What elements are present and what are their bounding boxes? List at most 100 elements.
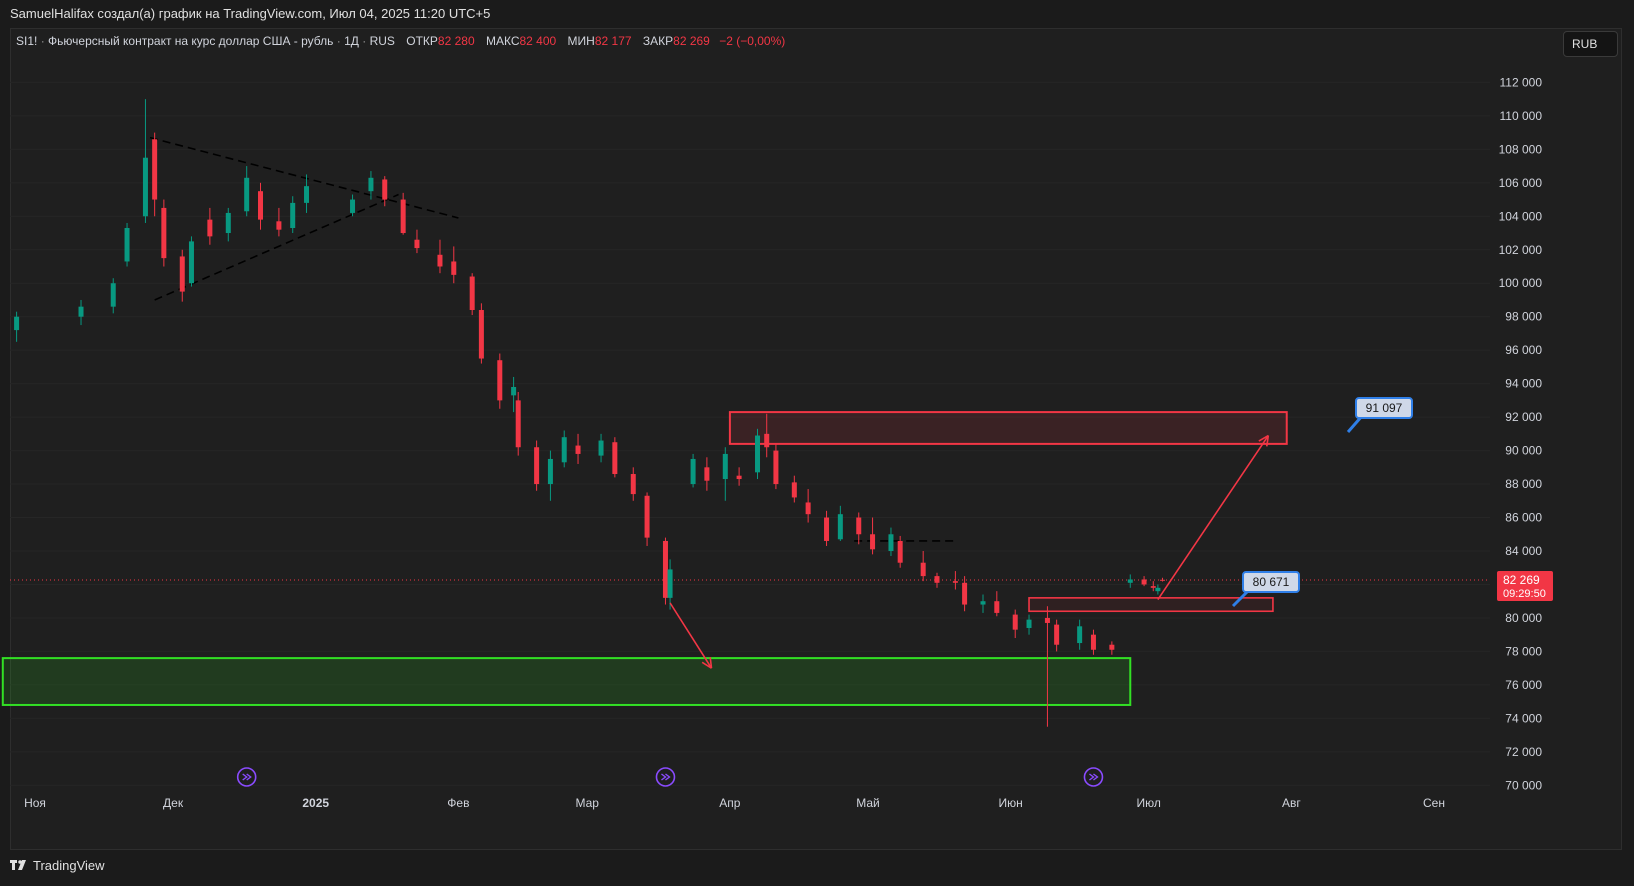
projection-arrow-down[interactable] <box>669 602 713 669</box>
price-tick-label: 74 000 <box>1505 711 1542 725</box>
symbol-legend: SI1! · Фьючерсный контракт на курс долла… <box>16 34 786 48</box>
candle-body <box>110 283 116 307</box>
candle-body <box>690 458 696 485</box>
candle-body <box>225 212 231 234</box>
interval-label[interactable]: 1Д <box>344 34 359 48</box>
target-low-callout[interactable] <box>1242 571 1300 593</box>
price-tick-label: 86 000 <box>1505 511 1542 525</box>
countdown-timer: 09:29:50 <box>1503 588 1546 600</box>
candle-body <box>478 310 484 359</box>
support-trendline[interactable] <box>154 193 399 301</box>
entry-zone[interactable] <box>1028 597 1274 613</box>
candle-body <box>78 306 84 317</box>
candle-body <box>437 254 443 267</box>
candle-body <box>934 576 940 583</box>
candle-body <box>773 450 779 485</box>
candle-body <box>350 199 356 213</box>
candle-body <box>1044 617 1050 623</box>
open-label: ОТКР <box>406 34 438 48</box>
candle-body <box>856 517 862 535</box>
symbol-ticker[interactable]: SI1! <box>16 34 38 48</box>
candle-body <box>304 186 310 203</box>
event-arrow-icon <box>1089 773 1099 781</box>
projection-arrow-up[interactable] <box>1157 435 1269 600</box>
currency-button[interactable]: RUB <box>1563 31 1618 57</box>
candle-body <box>837 514 843 540</box>
price-tick-label: 106 000 <box>1499 176 1543 190</box>
price-tick-label: 88 000 <box>1505 477 1542 491</box>
event-arrow-icon <box>661 773 671 781</box>
candle-body <box>704 467 710 481</box>
chart-caption: SamuelHalifax создал(а) график на Tradin… <box>10 6 491 21</box>
candle-body <box>791 482 797 498</box>
candle-body <box>888 534 894 551</box>
candle-body <box>870 534 876 550</box>
price-tick-label: 80 000 <box>1505 611 1542 625</box>
target-high-callout[interactable] <box>1355 397 1413 419</box>
demand-zone[interactable] <box>1 657 1132 706</box>
time-tick-label: Июн <box>998 796 1022 810</box>
candle-body <box>515 400 521 448</box>
candle-body <box>1159 579 1165 581</box>
candle-body <box>290 202 296 229</box>
candle-body <box>897 540 903 563</box>
candle-body <box>1141 579 1147 585</box>
event-arrow-icon <box>242 773 252 781</box>
projection-arrow-down-head <box>709 657 713 669</box>
open-value: 82 280 <box>437 34 475 48</box>
candle-body <box>382 179 388 200</box>
candle-body <box>962 582 968 605</box>
candle-body <box>188 241 194 284</box>
tradingview-logo-icon <box>10 859 26 870</box>
price-tick-label: 104 000 <box>1499 209 1543 223</box>
candle-body <box>1155 587 1161 592</box>
price-tick-label: 108 000 <box>1499 142 1543 156</box>
price-tick-label: 110 000 <box>1500 109 1543 123</box>
brand-name: TradingView <box>33 858 105 873</box>
current-price-tag <box>1497 570 1553 601</box>
time-tick-label: Июл <box>1136 796 1160 810</box>
high-value: 82 400 <box>519 34 557 48</box>
price-tick-label: 112 000 <box>1500 75 1543 89</box>
tradingview-brand[interactable]: TradingView <box>10 858 105 873</box>
supply-zone[interactable] <box>728 411 1288 445</box>
candle-body <box>755 435 761 473</box>
low-label: МИН <box>567 34 595 48</box>
candle-body <box>667 569 673 598</box>
candle-body <box>1012 614 1018 630</box>
change-value: −2 (−0,00%) <box>719 34 786 48</box>
symbol-description: Фьючерсный контракт на курс доллар США -… <box>48 34 334 48</box>
time-tick-label: Сен <box>1423 796 1445 810</box>
price-tick-label: 94 000 <box>1505 377 1542 391</box>
candle-body <box>805 502 811 515</box>
price-tick-label: 84 000 <box>1505 544 1542 558</box>
candle-body <box>1077 626 1083 644</box>
price-tick-label: 102 000 <box>1499 243 1543 257</box>
candle-body <box>414 239 420 249</box>
candle-body <box>257 191 263 220</box>
candle-body <box>469 276 475 311</box>
candle-body <box>612 442 618 475</box>
candle-body <box>598 440 604 456</box>
candle-body <box>952 581 958 583</box>
candle-body <box>1109 644 1115 650</box>
candle-body <box>14 316 20 331</box>
price-tick-label: 90 000 <box>1505 444 1542 458</box>
exchange-label: RUS <box>369 34 395 48</box>
candle-body <box>736 475 742 480</box>
high-label: МАКС <box>485 34 520 48</box>
chart-panel[interactable] <box>10 28 1622 850</box>
candle-body <box>1150 586 1156 588</box>
time-tick-label: Фев <box>447 796 469 810</box>
candle-body <box>534 447 540 485</box>
projection-arrow-up-head <box>1258 434 1269 442</box>
candle-body <box>1026 619 1032 628</box>
price-tick-label: 76 000 <box>1505 678 1542 692</box>
candle-body <box>561 437 567 463</box>
candle-body <box>207 219 213 237</box>
time-tick-label: Ноя <box>24 796 46 810</box>
candle-body <box>152 139 158 200</box>
candle-body <box>124 228 130 262</box>
resistance-trendline[interactable] <box>149 136 459 219</box>
